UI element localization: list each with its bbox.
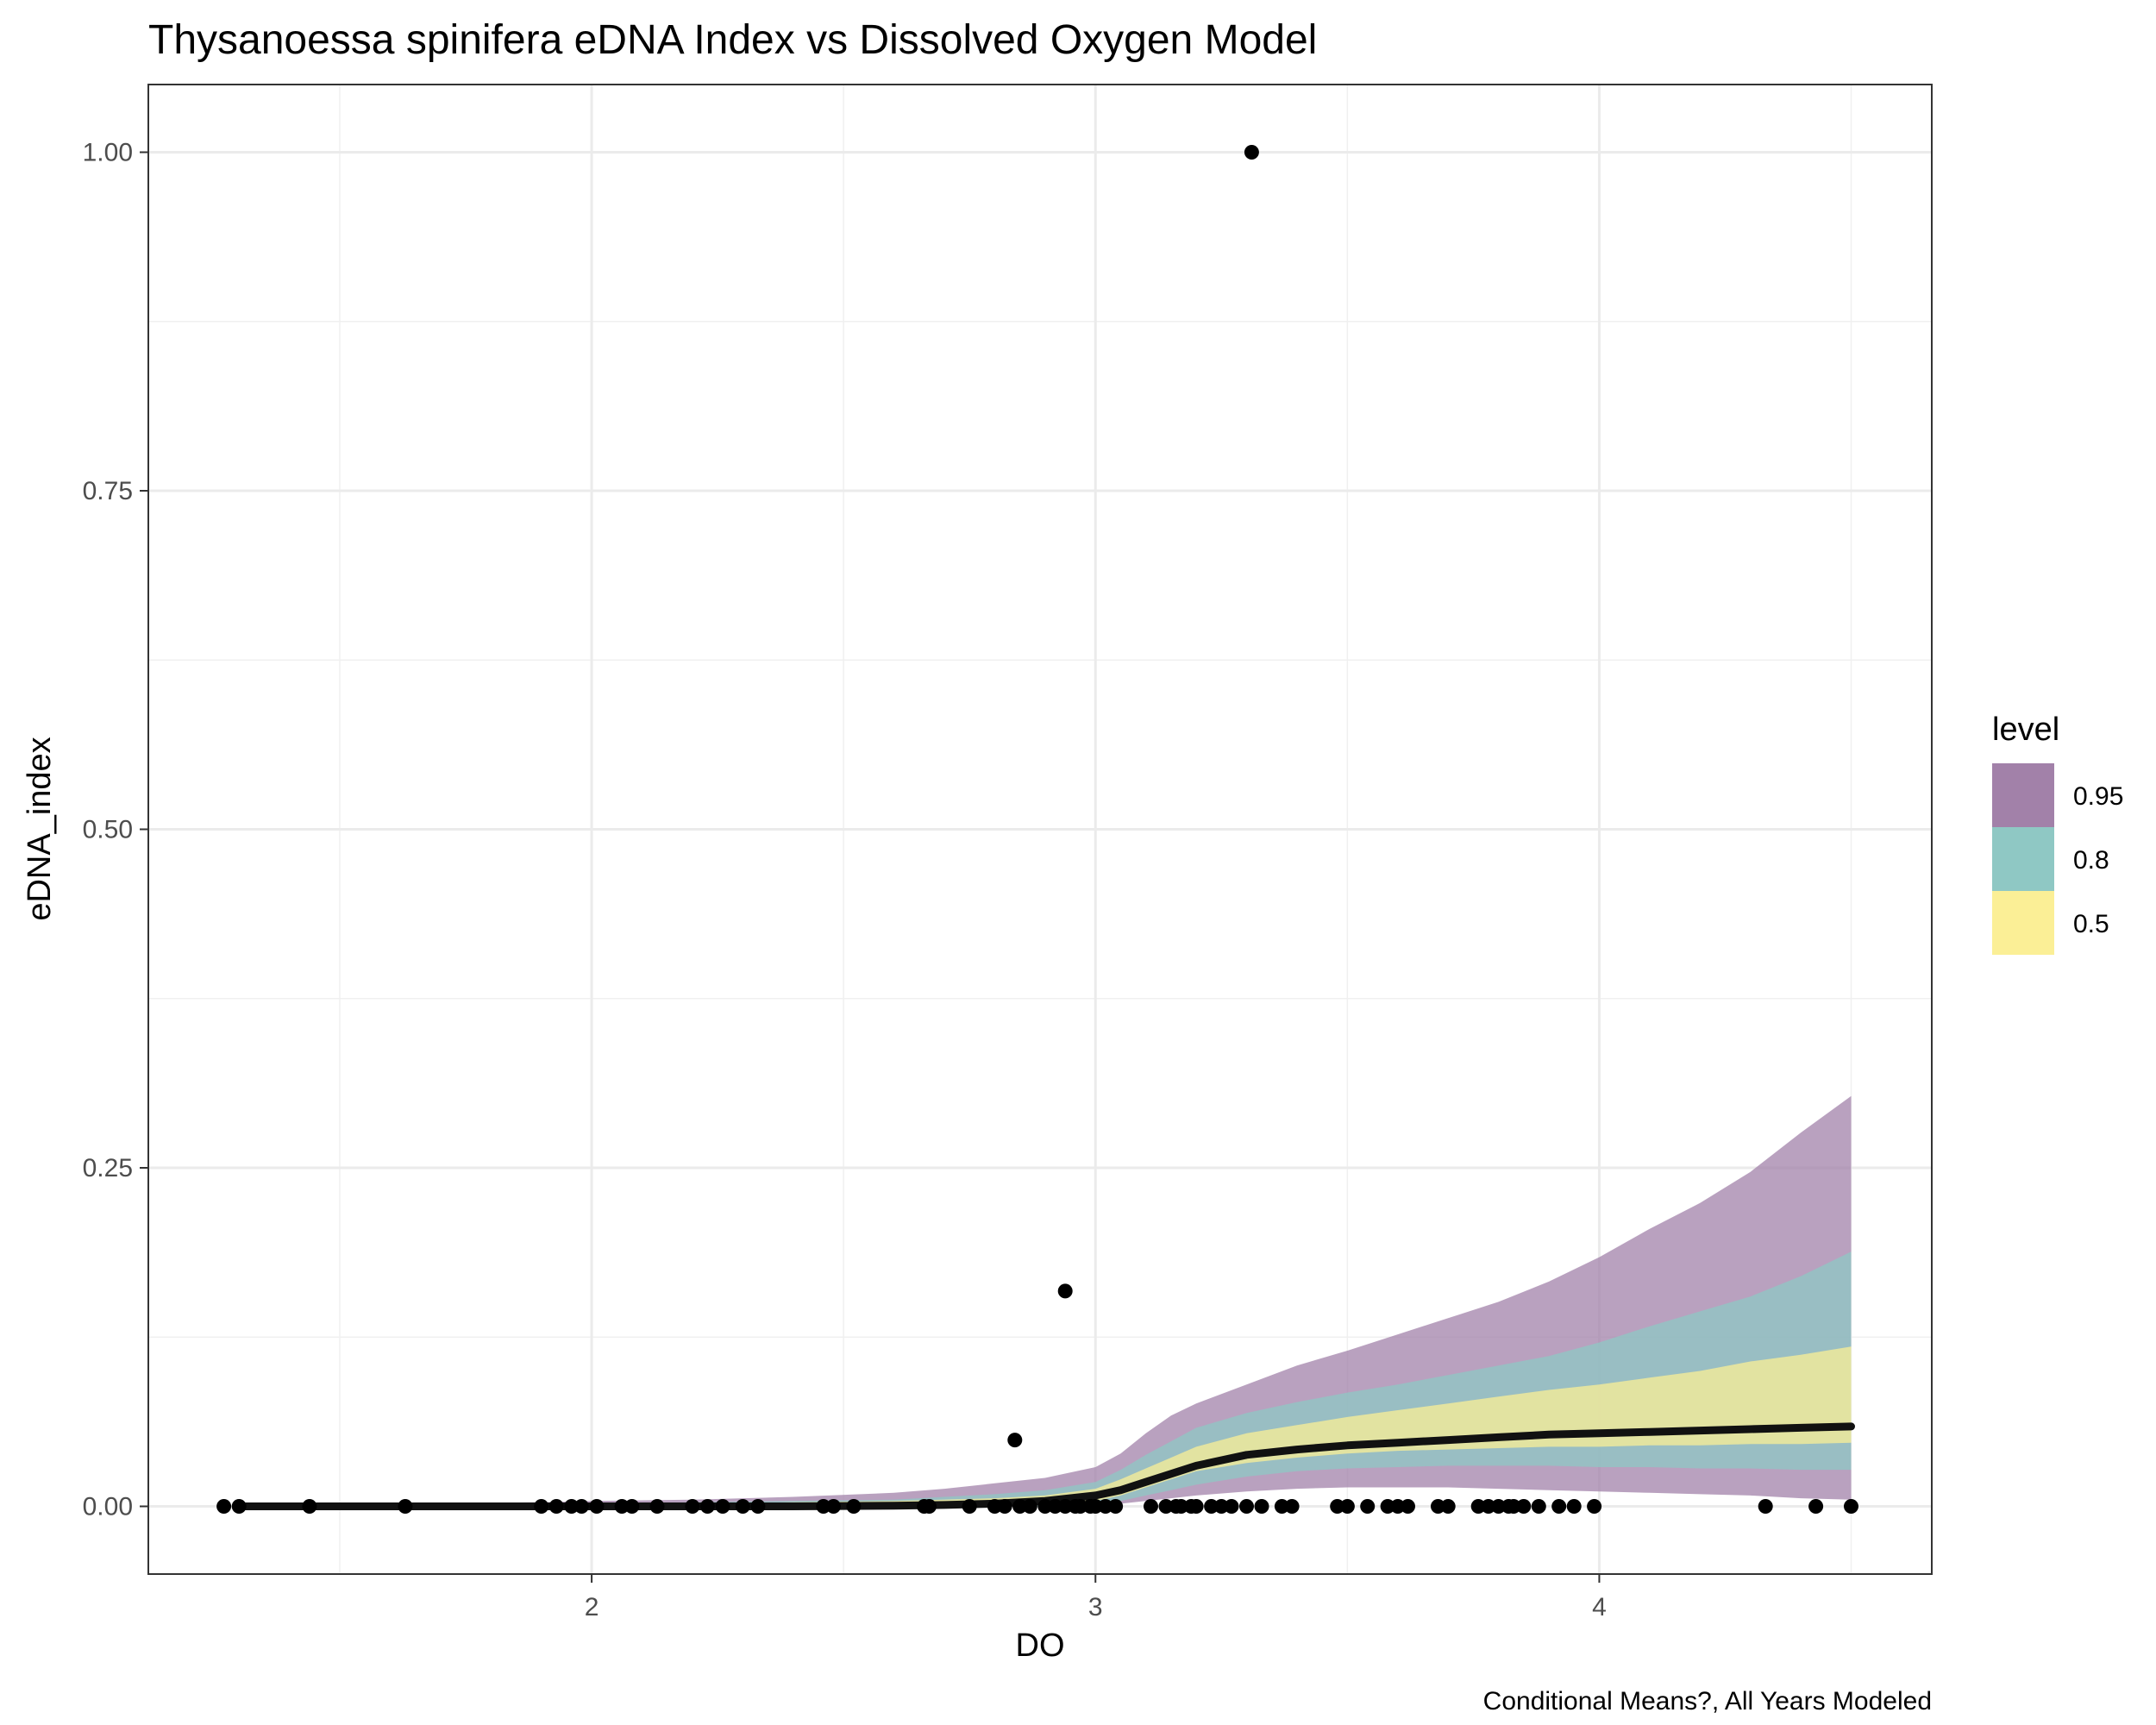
data-point [1758,1499,1773,1514]
data-point [1037,1499,1053,1514]
data-point [1254,1499,1269,1514]
data-point [1470,1499,1486,1514]
data-point [1516,1499,1532,1514]
data-point [1204,1499,1219,1514]
data-point [1098,1499,1113,1514]
y-tick-label: 0.50 [83,816,133,844]
y-tick-label: 1.00 [83,139,133,167]
data-point [1551,1499,1567,1514]
data-point [1213,1499,1229,1514]
data-point [534,1499,549,1514]
data-point [573,1499,589,1514]
y-axis: 0.00 0.25 0.50 0.75 1.00 [83,139,148,1521]
x-tick-label: 2 [585,1593,599,1622]
data-point [685,1499,700,1514]
caption: Conditional Means?, All Years Modeled [1483,1687,1932,1716]
data-point [715,1499,730,1514]
data-point [1330,1499,1345,1514]
data-point [1440,1499,1456,1514]
y-tick-label: 0.25 [83,1154,133,1182]
data-point [699,1499,715,1514]
data-point [1390,1499,1406,1514]
data-point [1808,1499,1824,1514]
data-point [1022,1499,1037,1514]
legend-label-0.95: 0.95 [2073,782,2123,811]
data-point [735,1499,750,1514]
data-point [1380,1499,1395,1514]
data-point [1401,1499,1415,1514]
data-point [846,1499,862,1514]
data-point [1108,1499,1124,1514]
data-point [1224,1499,1239,1514]
data-point [614,1499,630,1514]
data-point [816,1499,831,1514]
data-points [216,145,1858,1514]
data-point [1339,1499,1355,1514]
band-0.5 [239,1346,1852,1507]
data-point [1360,1499,1376,1514]
data-point [1057,1499,1073,1514]
data-point [1057,1283,1073,1299]
legend-entries: 0.95 0.8 0.5 [1992,763,2123,955]
legend-swatch-0.8 [1992,827,2054,891]
x-tick-label: 3 [1088,1593,1103,1622]
data-point [564,1499,580,1514]
data-point [1239,1499,1254,1514]
data-point [216,1499,232,1514]
data-point [1048,1499,1062,1514]
data-point [231,1499,247,1514]
data-point [1844,1499,1858,1514]
data-point [649,1499,665,1514]
data-point [548,1499,564,1514]
data-point [1566,1499,1582,1514]
data-point [1431,1499,1445,1514]
legend-swatch-0.5 [1992,891,2054,955]
data-point [1284,1499,1300,1514]
x-axis: 2 3 4 [585,1574,1607,1622]
chart-title: Thysanoessa spinifera eDNA Index vs Diss… [148,17,1317,63]
data-point [1274,1499,1289,1514]
data-point [750,1499,766,1514]
data-point [1073,1499,1088,1514]
data-point [624,1499,640,1514]
data-point [1012,1499,1028,1514]
data-point [1158,1499,1174,1514]
data-point [826,1499,841,1514]
data-point [1506,1499,1521,1514]
data-point [1491,1499,1507,1514]
data-point [1007,1433,1023,1448]
legend-swatch-0.95 [1992,763,2054,827]
data-point [302,1499,317,1514]
legend-label-0.5: 0.5 [2073,910,2109,938]
legend-label-0.8: 0.8 [2073,846,2109,875]
y-tick-label: 0.75 [83,477,133,505]
y-tick-label: 0.00 [83,1493,133,1521]
data-point [1144,1499,1158,1514]
data-point [1174,1499,1189,1514]
x-axis-title: DO [1016,1628,1065,1664]
data-point [1188,1499,1204,1514]
legend: level 0.95 0.8 0.5 [1992,712,2123,955]
data-point [997,1499,1012,1514]
x-tick-label: 4 [1592,1593,1607,1622]
y-axis-title: eDNA_index [22,737,58,920]
data-point [1244,145,1259,160]
legend-title: level [1992,712,2059,748]
data-point [1587,1499,1602,1514]
data-point [922,1499,937,1514]
data-point [1481,1499,1496,1514]
data-point [1531,1499,1546,1514]
data-point [589,1499,605,1514]
data-point [398,1499,413,1514]
data-point [962,1499,977,1514]
data-point [987,1499,1002,1514]
